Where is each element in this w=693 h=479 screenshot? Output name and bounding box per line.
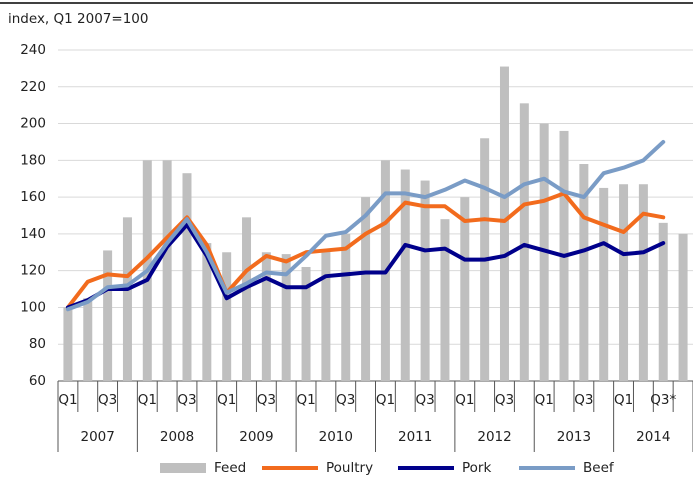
year-label: 2007 [81, 429, 115, 445]
y-axis-label: index, Q1 2007=100 [8, 11, 148, 27]
legend-label: Feed [214, 460, 246, 476]
y-tick-label: 180 [20, 152, 46, 168]
bar [162, 160, 172, 381]
legend-label: Beef [583, 460, 615, 476]
bar [63, 307, 73, 381]
x-tick-label: Q3 [416, 392, 435, 408]
bar [281, 254, 291, 381]
bar [182, 173, 192, 381]
bar [499, 66, 509, 382]
line [65, 222, 666, 310]
y-tick-label: 120 [20, 263, 46, 279]
year-label: 2011 [398, 429, 432, 445]
bar [599, 187, 609, 381]
bar [658, 222, 668, 381]
legend-label: Pork [462, 460, 491, 476]
year-label: 2008 [160, 429, 194, 445]
year-label: 2014 [636, 429, 670, 445]
bar [242, 217, 252, 381]
bar [579, 164, 589, 381]
bar [638, 184, 648, 381]
x-tick-label: Q1 [58, 392, 77, 408]
x-tick-label: Q3 [336, 392, 355, 408]
bar [202, 243, 212, 381]
x-tick-label: Q1 [296, 392, 315, 408]
bar [103, 250, 113, 381]
x-tick-label: Q3 [495, 392, 514, 408]
x-tick-label: Q3 [574, 392, 593, 408]
x-tick-label: Q3* [650, 392, 676, 408]
y-tick-label: 80 [29, 336, 46, 352]
x-tick-label: Q3 [257, 392, 276, 408]
year-label: 2013 [557, 429, 591, 445]
x-tick-label: Q1 [614, 392, 633, 408]
bar [321, 250, 331, 381]
x-tick-label: Q1 [376, 392, 395, 408]
y-tick-label: 100 [20, 299, 46, 315]
bar [83, 298, 93, 381]
bar [460, 197, 470, 381]
bar [400, 169, 410, 381]
x-tick-label: Q3 [98, 392, 117, 408]
bar [122, 217, 132, 381]
legend-label: Poultry [326, 460, 373, 476]
bar [440, 219, 450, 381]
bar [301, 266, 311, 381]
bar [519, 103, 529, 382]
legend-swatch [160, 463, 206, 473]
year-label: 2010 [319, 429, 353, 445]
bar [222, 252, 232, 381]
bar [678, 233, 688, 381]
y-tick-label: 140 [20, 226, 46, 242]
bar [619, 184, 629, 381]
y-tick-label: 240 [20, 42, 46, 58]
x-tick-label: Q1 [535, 392, 554, 408]
x-tick-label: Q1 [455, 392, 474, 408]
year-label: 2009 [239, 429, 273, 445]
bar [361, 197, 371, 381]
year-label: 2012 [477, 429, 511, 445]
y-tick-label: 200 [20, 116, 46, 132]
bar [420, 180, 430, 381]
x-tick-label: Q1 [217, 392, 236, 408]
y-tick-label: 60 [29, 373, 46, 389]
y-tick-label: 160 [20, 189, 46, 205]
line [65, 139, 666, 312]
bar [261, 252, 271, 381]
bar [341, 233, 351, 381]
x-tick-label: Q1 [138, 392, 157, 408]
y-tick-label: 220 [20, 79, 46, 95]
x-tick-label: Q3 [177, 392, 196, 408]
